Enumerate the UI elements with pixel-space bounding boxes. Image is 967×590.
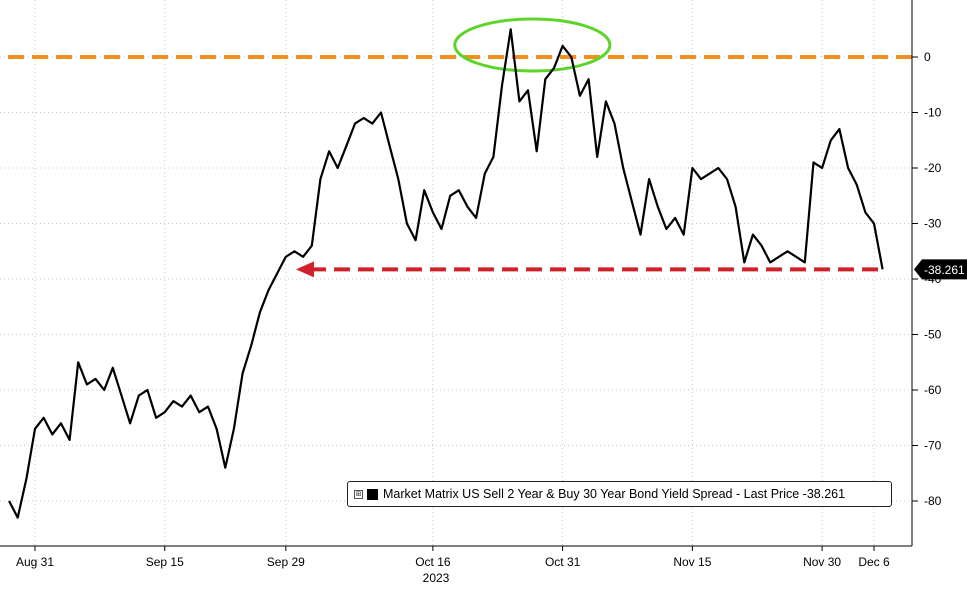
x-tick-label: Nov 15 <box>673 555 711 569</box>
highlight-ellipse <box>455 19 610 71</box>
y-tick-label: -60 <box>924 383 942 397</box>
legend-toggle-icon[interactable]: ⊞ <box>354 490 363 499</box>
y-tick-label: -20 <box>924 161 942 175</box>
legend-text: Market Matrix US Sell 2 Year & Buy 30 Ye… <box>383 487 845 501</box>
legend[interactable]: ⊞ Market Matrix US Sell 2 Year & Buy 30 … <box>347 481 892 507</box>
annotations <box>8 19 912 277</box>
gridlines <box>0 0 912 546</box>
lower-reference-arrowhead <box>296 261 314 277</box>
legend-swatch <box>367 489 378 500</box>
spread-series-line <box>9 29 883 517</box>
last-price-tag: -38.261 <box>914 259 967 279</box>
x-tick-label: Oct 31 <box>545 555 581 569</box>
y-tick-label: -50 <box>924 328 942 342</box>
y-tick-label: -70 <box>924 439 942 453</box>
x-tick-label: Dec 6 <box>858 555 890 569</box>
x-tick-label: Aug 31 <box>16 555 54 569</box>
x-tick-label: Oct 16 <box>415 555 451 569</box>
x-tick-label: Sep 15 <box>146 555 184 569</box>
series-layer <box>9 29 883 518</box>
y-tick-label: -10 <box>924 106 942 120</box>
x-tick-label: Sep 29 <box>267 555 305 569</box>
y-tick-label: 0 <box>924 50 931 64</box>
y-tick-label: -30 <box>924 217 942 231</box>
y-tick-label: -80 <box>924 494 942 508</box>
year-label: 2023 <box>423 571 450 585</box>
x-tick-label: Nov 30 <box>803 555 841 569</box>
last-price-tag-label: -38.261 <box>924 263 965 277</box>
